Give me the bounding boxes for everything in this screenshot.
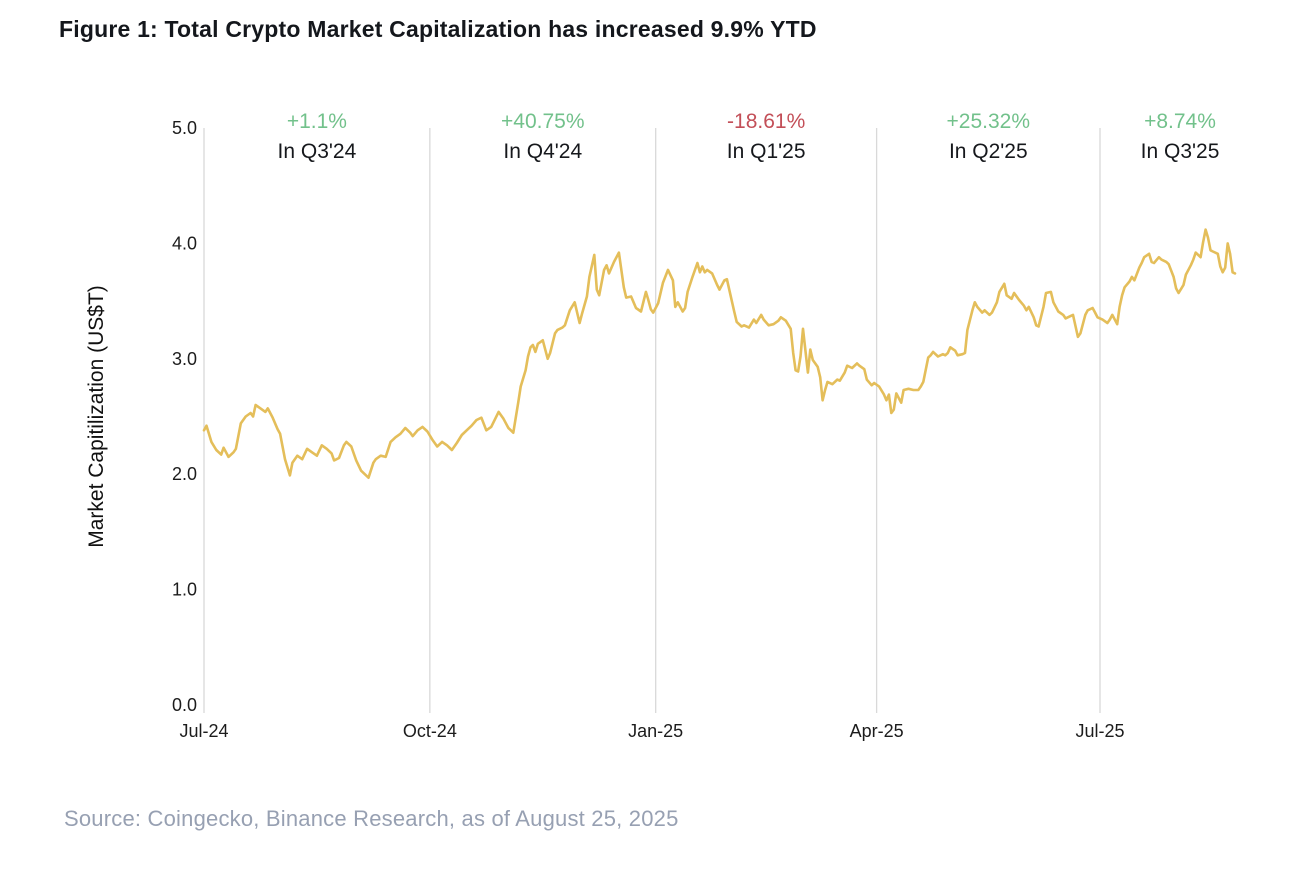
quarter-change-pct: +1.1% bbox=[287, 110, 347, 133]
quarter-change-pct: +8.74% bbox=[1144, 110, 1216, 133]
x-tick-label: Jan-25 bbox=[628, 721, 683, 741]
quarter-change-pct: -18.61% bbox=[727, 110, 805, 133]
y-tick-label: 5.0 bbox=[172, 118, 197, 138]
y-tick-label: 2.0 bbox=[172, 464, 197, 484]
y-axis-title: Market Capitilization (US$T) bbox=[85, 285, 108, 548]
x-tick-label: Jul-25 bbox=[1075, 721, 1124, 741]
y-tick-label: 4.0 bbox=[172, 233, 197, 253]
quarter-change-pct: +40.75% bbox=[501, 110, 585, 133]
x-tick-label: Apr-25 bbox=[850, 721, 904, 741]
quarter-label: In Q3'25 bbox=[1141, 140, 1220, 163]
quarter-label: In Q2'25 bbox=[949, 140, 1028, 163]
quarter-label: In Q4'24 bbox=[503, 140, 582, 163]
source-caption: Source: Coingecko, Binance Research, as … bbox=[64, 806, 679, 831]
x-tick-label: Jul-24 bbox=[179, 721, 228, 741]
quarter-label: In Q1'25 bbox=[727, 140, 806, 163]
y-tick-label: 0.0 bbox=[172, 695, 197, 715]
x-tick-label: Oct-24 bbox=[403, 721, 457, 741]
quarter-label: In Q3'24 bbox=[278, 140, 357, 163]
y-tick-label: 3.0 bbox=[172, 349, 197, 369]
y-tick-label: 1.0 bbox=[172, 580, 197, 600]
market-cap-line bbox=[202, 228, 1237, 479]
figure-title: Figure 1: Total Crypto Market Capitaliza… bbox=[59, 16, 817, 42]
quarter-change-pct: +25.32% bbox=[947, 110, 1031, 133]
